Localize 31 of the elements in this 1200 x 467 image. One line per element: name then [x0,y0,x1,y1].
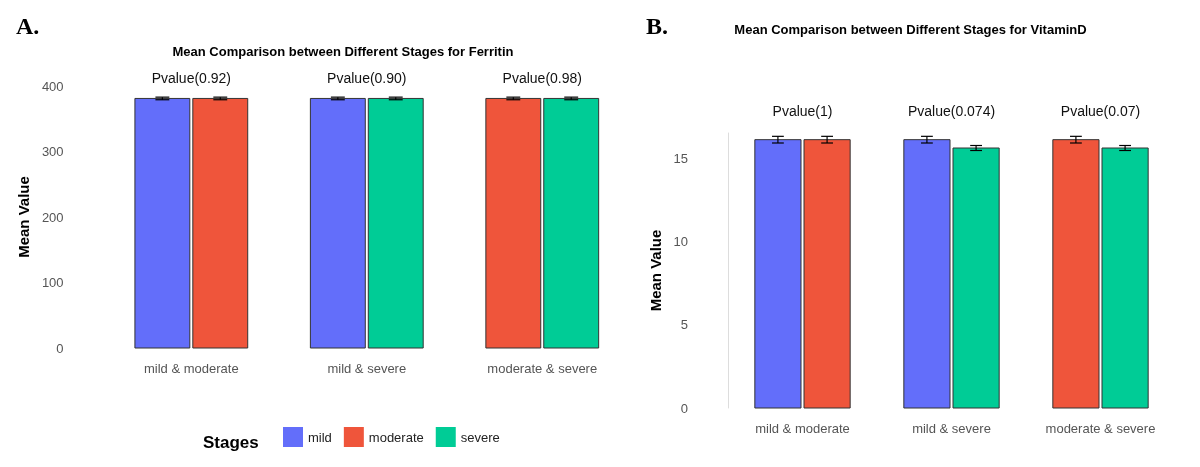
x-tick-label: mild & moderate [144,361,239,376]
x-tick-label: moderate & severe [487,361,598,376]
y-tick-label: 400 [41,78,64,94]
text: Pvalue(0.074) [907,103,996,119]
x-tick-label: mild & severe [327,361,407,376]
y-axis-title: Mean Value [15,176,32,258]
annotation: Pvalue(0.98) [502,70,582,86]
x-tick-label: mild & moderate [755,421,850,436]
y-tick-label: 200 [41,209,64,225]
annotation: Pvalue(0.90) [327,70,407,86]
text: B. [646,13,669,39]
legend-title: Stages [203,433,259,452]
x-tick-label: moderate & severe [1045,421,1156,436]
x-tick-label: mild & severe [912,421,991,436]
legend-label: severe [460,429,500,445]
chart-title: Mean Comparison between Different Stages for VitaminD [734,22,1087,37]
annotation: Pvalue(0.92) [151,70,232,86]
chart-title: Mean Comparison between Different Stages for Ferritin [172,44,514,59]
legend-label: mild [308,429,332,445]
y-tick-label: 300 [41,144,64,159]
y-tick-label: 5 [680,317,688,333]
text: A. [16,13,40,39]
y-tick-label: 100 [41,275,64,290]
legend-label: moderate [368,429,424,445]
y-tick-label: 15 [673,150,688,166]
y-tick-label: 10 [673,233,688,249]
y-tick-label: 0 [680,400,688,416]
y-tick-label: 0 [56,340,64,356]
y-axis-title: Mean Value [646,229,664,312]
text: Pvalue(0.07) [1060,103,1141,119]
text: Pvalue(1) [772,103,833,119]
